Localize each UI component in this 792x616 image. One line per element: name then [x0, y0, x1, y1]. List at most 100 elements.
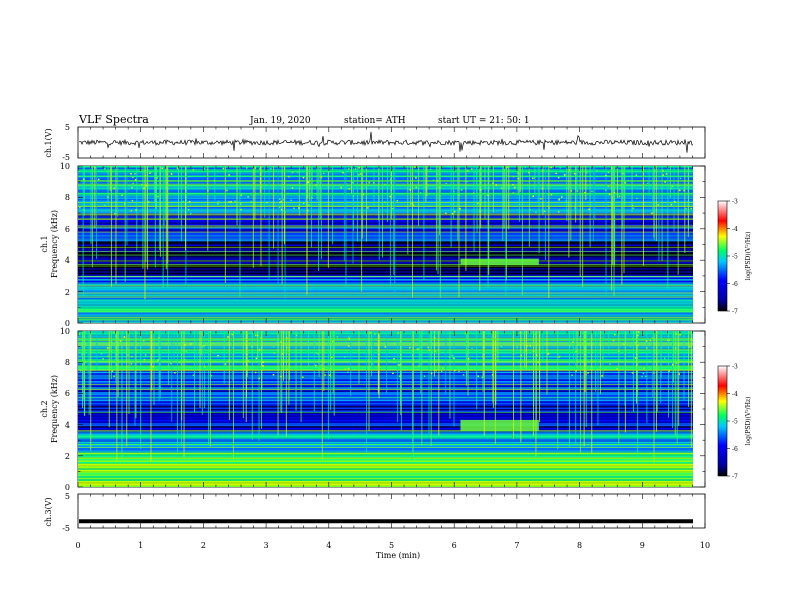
- sferic-streak: [208, 331, 210, 445]
- sferic-streak: [91, 166, 93, 268]
- sferic-streak: [672, 331, 674, 429]
- spectrogram-speckle: [371, 363, 373, 365]
- sferic-streak: [281, 331, 283, 414]
- spectrogram-speckle: [132, 182, 134, 185]
- spectrogram-band: [78, 294, 693, 297]
- spectrogram-line: [78, 263, 693, 265]
- sferic-streak: [656, 331, 658, 412]
- spectrogram-speckle: [130, 172, 132, 175]
- sferic-streak: [661, 166, 663, 262]
- spectrogram-speckle: [453, 190, 455, 193]
- spectrogram-band: [78, 437, 693, 439]
- sferic-streak: [246, 331, 248, 377]
- spectrogram-speckle: [636, 370, 639, 373]
- sferic-streak: [298, 166, 300, 216]
- spectrogram-speckle: [258, 349, 261, 351]
- spectrogram-band: [78, 283, 693, 286]
- sferic-streak: [400, 331, 402, 431]
- sferic-streak: [513, 331, 514, 440]
- spectrogram-line: [78, 342, 693, 344]
- ch1-waveform-trace: [78, 131, 693, 153]
- spectrogram-speckle: [433, 335, 435, 338]
- sferic-streak: [115, 166, 117, 285]
- spectrogram-speckle: [106, 170, 109, 173]
- sferic-streak: [159, 331, 161, 399]
- sferic-streak: [330, 331, 332, 379]
- spectrogram-line: [78, 397, 693, 399]
- sferic-streak: [594, 166, 596, 219]
- spectrogram-band: [78, 192, 693, 195]
- spectrogram-speckle: [393, 358, 395, 360]
- ch1-ylabel-channel: ch.1: [40, 235, 49, 252]
- spectrogram-speckle: [126, 348, 129, 350]
- spectrogram-band: [78, 480, 693, 483]
- sferic-streak: [584, 331, 585, 361]
- spectrogram-speckle: [466, 180, 468, 183]
- spectrogram-speckle: [217, 200, 220, 203]
- spectrogram-line: [78, 219, 693, 220]
- spectrogram-speckle: [559, 167, 562, 169]
- spectrogram-speckle: [634, 357, 637, 359]
- spectrogram-speckle: [608, 193, 611, 195]
- sferic-streak: [605, 166, 607, 298]
- spectrogram-speckle: [324, 374, 326, 376]
- spectrogram-band: [78, 176, 693, 179]
- spectrogram-speckle: [627, 179, 630, 182]
- spectrogram-patch: [460, 419, 539, 431]
- sferic-streak: [107, 166, 109, 205]
- spectrogram-speckle: [124, 203, 126, 205]
- sferic-streak: [566, 166, 568, 222]
- sferic-streak: [528, 166, 530, 247]
- sferic-streak: [277, 331, 279, 436]
- colorbar-tick-label: -4: [732, 226, 738, 233]
- spectrogram-speckle: [113, 375, 115, 378]
- sferic-streak: [394, 166, 396, 295]
- spectrogram-speckle: [331, 356, 333, 359]
- spectrogram-line: [78, 361, 693, 363]
- spectrogram-speckle: [670, 187, 673, 190]
- spectrogram-speckle: [111, 370, 114, 372]
- spectrogram-band: [78, 208, 693, 210]
- spectrogram-speckle: [479, 210, 481, 212]
- sferic-streak: [228, 331, 230, 420]
- spectrogram-line: [78, 444, 693, 445]
- spectrogram-band: [78, 407, 693, 409]
- sferic-streak: [165, 166, 167, 221]
- sferic-streak: [108, 331, 110, 428]
- spectrogram-band: [78, 290, 693, 292]
- sferic-streak: [575, 166, 577, 223]
- spectrogram-band: [78, 404, 693, 406]
- spectrogram-line: [78, 180, 693, 182]
- spectrogram-band: [78, 172, 693, 174]
- spectrogram-band: [78, 331, 693, 333]
- spectrogram-speckle: [176, 167, 179, 170]
- spectrogram-speckle: [419, 192, 422, 194]
- spectrogram-band: [78, 379, 693, 381]
- sferic-streak: [231, 331, 233, 381]
- spectrogram-speckle: [192, 374, 195, 376]
- sferic-streak: [642, 166, 644, 266]
- spectrogram-speckle: [262, 361, 264, 363]
- spectrogram-band: [78, 225, 693, 228]
- spectrogram-speckle: [479, 188, 482, 191]
- spectrogram-line: [78, 348, 693, 350]
- sferic-streak: [599, 331, 601, 394]
- spectrogram-speckle: [203, 343, 206, 346]
- spectrogram-band: [78, 261, 693, 264]
- spectrogram-band: [78, 426, 693, 428]
- sferic-streak: [580, 331, 582, 454]
- spectrogram-speckle: [561, 196, 563, 198]
- sferic-streak: [412, 331, 414, 401]
- spectrogram-speckle: [203, 167, 206, 170]
- spectrogram-speckle: [278, 201, 281, 204]
- spectrogram-speckle: [228, 360, 230, 363]
- sferic-streak: [535, 331, 537, 457]
- spectrogram-band: [78, 189, 693, 192]
- sferic-streak: [224, 166, 226, 283]
- sferic-streak: [585, 166, 587, 200]
- spectrogram-speckle: [535, 354, 538, 356]
- spectrogram-speckle: [207, 189, 209, 192]
- spectrogram-band: [78, 441, 693, 444]
- spectrogram-band: [78, 352, 693, 355]
- sferic-streak: [458, 166, 460, 298]
